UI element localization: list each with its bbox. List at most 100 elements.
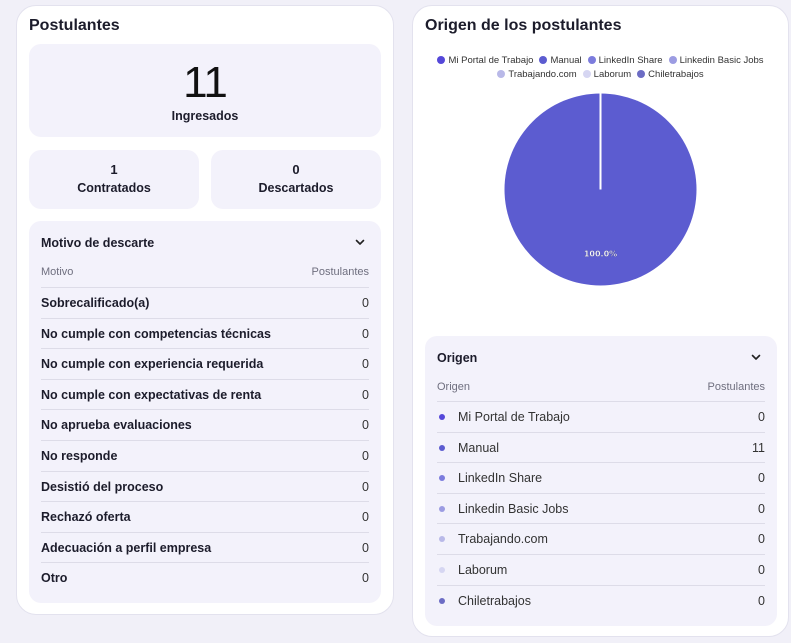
legend-swatch xyxy=(539,56,548,64)
motivo-row-value: 0 xyxy=(362,296,369,310)
motivo-row-label: No cumple con competencias técnicas xyxy=(41,326,271,341)
origen-row: Laborum 0 xyxy=(437,554,765,585)
motivo-row: No aprueba evaluaciones 0 xyxy=(41,409,369,440)
origen-row-value: 0 xyxy=(758,563,765,577)
origen-color-dot xyxy=(439,505,445,512)
legend-item[interactable]: Laborum xyxy=(582,68,631,82)
origen-row: Linkedin Basic Jobs 0 xyxy=(437,492,765,524)
origen-row: LinkedIn Share 0 xyxy=(437,462,765,493)
legend-item[interactable]: Linkedin Basic Jobs xyxy=(668,54,764,68)
motivo-row-label: Desistió del proceso xyxy=(41,479,164,494)
origen-card: Origen de los postulantes Mi Portal de T… xyxy=(412,5,789,637)
postulantes-title: Postulantes xyxy=(29,17,120,34)
motivo-row-value: 0 xyxy=(362,540,369,555)
motivo-table-header: Motivo Postulantes xyxy=(41,266,369,284)
contratados-count: 1 xyxy=(110,162,118,177)
legend-label: Linkedin Basic Jobs xyxy=(679,55,764,66)
origen-row-label: Chiletrabajos xyxy=(458,593,531,608)
origen-row-label: Mi Portal de Trabajo xyxy=(458,410,570,424)
motivo-row-value: 0 xyxy=(362,571,369,586)
origen-color-dot xyxy=(439,475,445,482)
legend-label: LinkedIn Share xyxy=(598,55,663,66)
origen-row-label: Linkedin Basic Jobs xyxy=(458,501,569,516)
origen-row-value: 0 xyxy=(758,593,765,608)
postulantes-card: Postulantes 11 Ingresados 1 Contratados … xyxy=(16,5,394,615)
pie-svg: 100.0% xyxy=(504,93,697,286)
chevron-down-icon[interactable] xyxy=(353,235,367,249)
legend-swatch xyxy=(497,70,506,78)
motivo-row-label: No responde xyxy=(41,449,118,463)
motivo-descarte-title: Motivo de descarte xyxy=(41,236,155,250)
motivo-row-value: 0 xyxy=(362,357,369,372)
motivo-row-label: No cumple con expectativas de renta xyxy=(41,387,262,402)
legend-label: Mi Portal de Trabajo xyxy=(448,55,534,66)
contratados-label: Contratados xyxy=(77,181,151,195)
descartados-panel: 0 Descartados xyxy=(211,150,381,209)
chevron-down-icon[interactable] xyxy=(749,350,763,364)
origen-row-label: Trabajando.com xyxy=(458,532,548,547)
motivo-row-value: 0 xyxy=(362,418,369,433)
legend-item[interactable]: LinkedIn Share xyxy=(587,54,663,68)
legend-item[interactable]: Mi Portal de Trabajo xyxy=(437,54,533,68)
pie-legend: Mi Portal de Trabajo Manual LinkedIn Share… xyxy=(423,54,778,82)
col-motivo: Motivo xyxy=(41,266,74,278)
origen-color-dot xyxy=(439,597,445,604)
motivo-row: No cumple con competencias técnicas 0 xyxy=(41,317,369,349)
descartados-count: 0 xyxy=(292,162,300,177)
motivo-descarte-accordion: Motivo de descarte Motivo Postulantes So… xyxy=(29,221,381,603)
motivo-row-value: 0 xyxy=(362,449,369,463)
motivo-row-label: Otro xyxy=(41,571,68,586)
col-postulantes: Postulantes xyxy=(707,381,765,393)
legend-swatch xyxy=(437,56,446,64)
col-postulantes: Postulantes xyxy=(311,266,369,278)
legend-item[interactable]: Trabajando.com xyxy=(497,68,577,82)
origen-pie-chart: 100.0% xyxy=(503,92,698,287)
origen-row: Manual 11 xyxy=(437,431,765,463)
origen-row-value: 0 xyxy=(758,532,765,547)
motivo-descarte-header[interactable]: Motivo de descarte xyxy=(41,234,369,254)
origen-color-dot xyxy=(439,567,445,573)
origen-accordion-title: Origen xyxy=(437,351,478,365)
pie-slice-label: 100.0% xyxy=(584,250,617,259)
ingresados-count: 11 xyxy=(183,58,228,107)
origen-row-value: 0 xyxy=(758,501,765,516)
motivo-row-value: 0 xyxy=(362,387,369,402)
legend-swatch xyxy=(587,56,596,64)
motivo-row-label: Rechazó oferta xyxy=(41,510,131,525)
origen-color-dot xyxy=(439,536,445,543)
motivo-row: Adecuación a perfil empresa 0 xyxy=(41,531,369,563)
motivo-row-label: Sobrecalificado(a) xyxy=(41,296,150,310)
origen-color-dot xyxy=(439,414,445,420)
descartados-label: Descartados xyxy=(258,181,334,195)
motivo-row-label: No cumple con experiencia requerida xyxy=(41,357,264,372)
origen-row-label: LinkedIn Share xyxy=(458,471,543,486)
origen-row: Chiletrabajos 0 xyxy=(437,584,765,616)
ingresados-panel: 11 Ingresados xyxy=(29,44,381,137)
contratados-panel: 1 Contratados xyxy=(29,150,199,209)
motivo-row: No cumple con expectativas de renta 0 xyxy=(41,378,369,410)
origen-header[interactable]: Origen xyxy=(437,349,765,369)
col-origen: Origen xyxy=(437,381,471,393)
legend-item[interactable]: Chiletrabajos xyxy=(637,68,704,82)
motivo-row-label: Adecuación a perfil empresa xyxy=(41,540,212,555)
motivo-row: Otro 0 xyxy=(41,562,369,593)
motivo-row-value: 0 xyxy=(362,479,369,494)
motivo-row: Desistió del proceso 0 xyxy=(41,470,369,502)
origen-row-value: 0 xyxy=(758,410,765,424)
legend-item[interactable]: Manual xyxy=(539,54,582,68)
ingresados-label: Ingresados xyxy=(171,109,239,123)
origen-row-label: Manual xyxy=(458,440,499,455)
legend-label: Trabajando.com xyxy=(508,69,577,80)
motivo-row: Rechazó oferta 0 xyxy=(41,501,369,532)
motivo-row: No responde 0 xyxy=(41,440,369,471)
origen-row: Mi Portal de Trabajo 0 xyxy=(437,401,765,432)
origen-accordion: Origen Origen Postulantes Mi Portal de T… xyxy=(425,336,777,626)
origen-color-dot xyxy=(439,444,445,451)
legend-label: Chiletrabajos xyxy=(648,69,704,80)
legend-swatch xyxy=(582,70,591,78)
origen-row: Trabajando.com 0 xyxy=(437,523,765,554)
motivo-row-value: 0 xyxy=(362,326,369,341)
origen-title: Origen de los postulantes xyxy=(425,17,622,34)
origen-table-header: Origen Postulantes xyxy=(437,381,765,399)
legend-label: Manual xyxy=(550,55,582,66)
